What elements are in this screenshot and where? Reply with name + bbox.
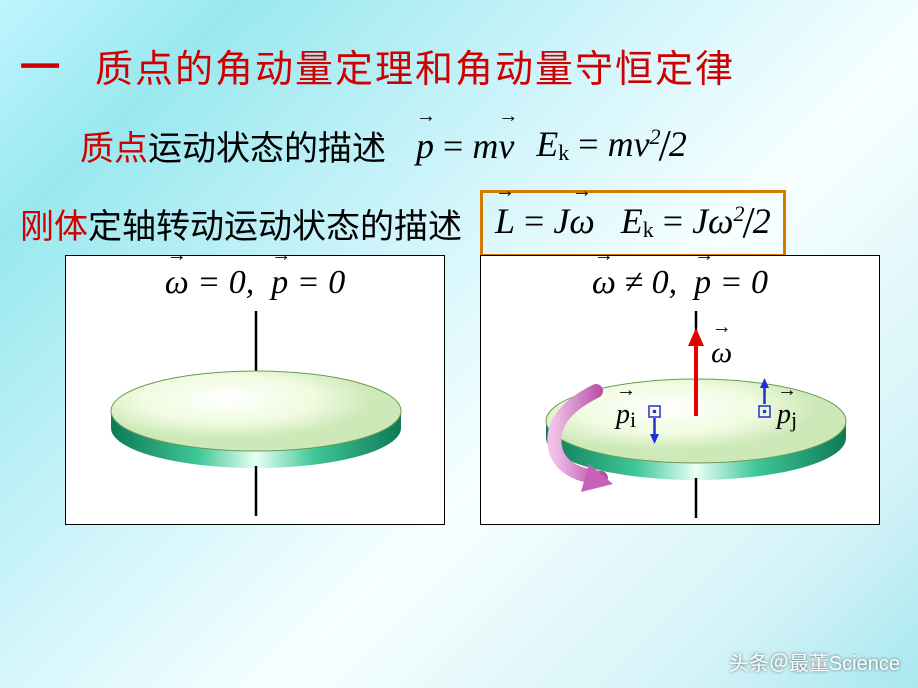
section-number: 一 — [20, 35, 60, 93]
eq-ek-rigid: Ek = Jω2/2 — [621, 201, 771, 241]
page-title: 质点的角动量定理和角动量守恒定律 — [95, 38, 735, 93]
eq-ek-particle: Ek = mv2/2 — [536, 120, 687, 171]
pj-label: pj — [777, 399, 797, 433]
eq-L-Jw: L = Jω — [495, 201, 595, 241]
rigid-prefix: 刚体 — [20, 199, 88, 248]
static-disk-svg — [66, 256, 446, 526]
panel-rotating-disk: ω ≠ 0, p = 0 — [480, 255, 880, 525]
watermark: 头条＠最董Science — [729, 647, 900, 676]
eq-p-mv: p = mv — [416, 125, 514, 167]
rotating-disk-svg — [481, 256, 881, 526]
rigid-equation-box: L = Jω Ek = Jω2/2 — [480, 190, 786, 257]
rigid-suffix: 定轴转动运动状态的描述 — [88, 199, 462, 248]
particle-prefix: 质点 — [80, 121, 148, 170]
rigid-state-line: 刚体 定轴转动运动状态的描述 L = Jω Ek = Jω2/2 — [20, 190, 786, 257]
panel-static-disk: ω = 0, p = 0 — [65, 255, 445, 525]
particle-suffix: 运动状态的描述 — [148, 121, 386, 170]
particle-state-line: 质点 运动状态的描述 p = mv Ek = mv2/2 — [80, 120, 687, 171]
omega-label: ω — [711, 336, 732, 370]
pi-label: pi — [616, 399, 636, 433]
